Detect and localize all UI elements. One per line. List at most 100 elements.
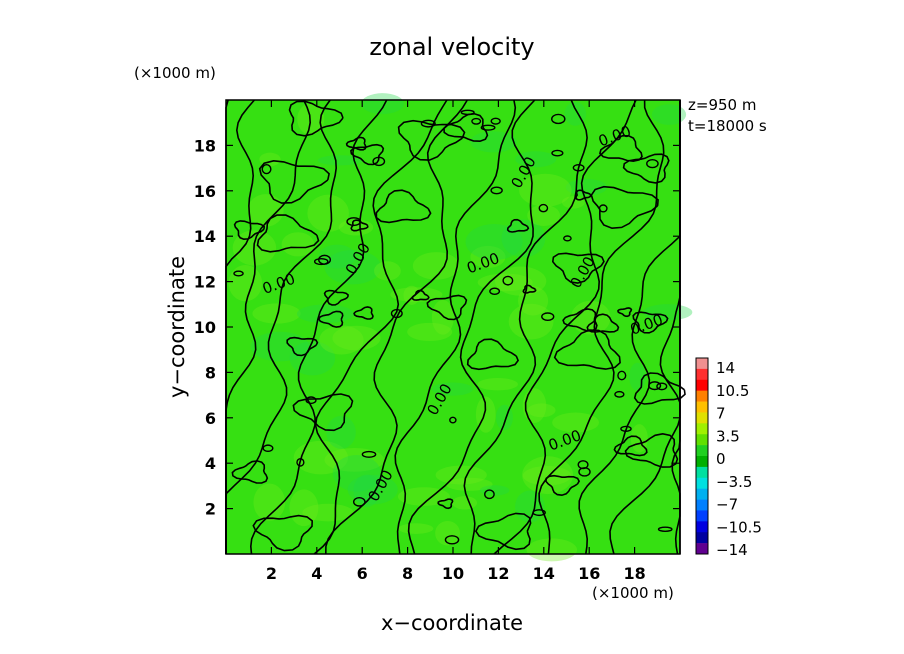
x-tick-label: 16 — [578, 564, 600, 583]
contour-line — [313, 99, 448, 555]
contour-line — [613, 435, 648, 457]
field-patch — [296, 304, 354, 324]
contour-line — [624, 432, 679, 468]
contour-line — [292, 393, 354, 432]
contour-loop — [646, 158, 659, 169]
field-patch — [332, 325, 381, 351]
x-tick-label: 18 — [623, 564, 645, 583]
contour-line — [252, 514, 314, 552]
colorbar-swatch — [696, 445, 708, 457]
contour-line — [553, 329, 621, 370]
field-patch — [527, 403, 556, 418]
contour-loop — [313, 257, 329, 266]
x-axis: 2 4 6 8 10 12 14 16 18 — [266, 100, 646, 583]
colorbar-swatch — [696, 543, 708, 555]
contour-line — [506, 218, 530, 233]
contour-line — [474, 512, 532, 551]
colorbar-swatch — [696, 401, 708, 413]
field-patch — [527, 204, 561, 226]
field-patch — [522, 388, 547, 423]
field-patch — [477, 273, 533, 292]
colorbar-label: −3.5 — [716, 473, 752, 491]
contour-loop — [614, 390, 625, 398]
field-patch — [522, 456, 574, 495]
contour-line — [632, 311, 669, 334]
contour-loop — [480, 124, 496, 131]
contour-line — [575, 189, 592, 201]
contour-line — [317, 310, 344, 328]
field-patch — [324, 249, 382, 285]
contour-line — [617, 307, 633, 318]
contour-loop — [656, 382, 668, 391]
contour-line — [545, 474, 581, 497]
contour-line — [437, 498, 454, 510]
contour-loop — [489, 287, 501, 295]
contour-line — [407, 99, 536, 555]
colorbar-frame — [695, 357, 709, 555]
field-patch — [332, 455, 381, 492]
contour-line — [466, 338, 520, 371]
field-patch — [431, 382, 473, 396]
colorbar-swatch — [696, 434, 708, 446]
colorbar-swatch — [696, 412, 708, 424]
contour-loop — [318, 254, 332, 265]
colorbar-label: 14 — [716, 359, 735, 377]
y-tick-label: 2 — [205, 500, 216, 519]
colorbar-swatch — [696, 499, 708, 511]
y-unit-label: (×1000 m) — [134, 64, 216, 82]
colorbar-swatch — [696, 423, 708, 435]
contour-loop — [420, 119, 436, 128]
y-tick-label: 14 — [194, 227, 216, 246]
contour-line — [350, 143, 385, 166]
contour-loop — [598, 204, 608, 213]
contour-loop — [541, 312, 555, 322]
contour-loop — [538, 203, 549, 213]
field-patch — [228, 265, 263, 302]
contour-loop — [352, 497, 366, 507]
field-patch — [324, 448, 385, 472]
contour-line — [522, 284, 537, 294]
chart-title: zonal velocity — [369, 33, 534, 61]
y-tick-label: 6 — [205, 409, 216, 428]
z-annotation: z=950 m — [688, 96, 756, 114]
y-tick-label: 18 — [194, 136, 216, 155]
field-patch — [250, 331, 310, 362]
contour-line — [463, 99, 588, 555]
contour-loop — [444, 535, 460, 545]
field-patch — [470, 245, 506, 269]
field-patch — [317, 155, 364, 166]
y-axis: 2 4 6 8 10 12 14 16 18 — [194, 136, 680, 519]
contour-line — [622, 153, 670, 184]
x-axis-label: x−coordinate — [381, 611, 523, 635]
field-patch — [570, 300, 611, 335]
contour-loop — [490, 117, 501, 125]
x-unit-label: (×1000 m) — [592, 584, 674, 602]
contour-line — [256, 214, 320, 253]
contour-loop — [261, 164, 272, 175]
field-patch — [445, 477, 493, 491]
colorbar-swatch — [696, 532, 708, 544]
colorbar-swatch — [696, 379, 708, 391]
field-patch — [479, 485, 510, 496]
field-patch — [435, 465, 487, 485]
field-patch — [522, 465, 572, 486]
contour-line — [397, 119, 466, 161]
y-tick-label: 8 — [205, 363, 216, 382]
colorbar-label: 7 — [716, 405, 726, 423]
colorbar-swatch — [696, 368, 708, 381]
contour-loop — [490, 186, 503, 195]
contour-line — [493, 99, 637, 555]
colorbar-label: 10.5 — [716, 382, 749, 400]
contour-loop — [460, 109, 475, 116]
field-patch — [407, 322, 453, 342]
contour-loop — [657, 526, 673, 532]
contour-loop — [502, 275, 514, 286]
field-patch — [526, 538, 578, 562]
contour-line — [394, 99, 517, 555]
field-patch — [398, 523, 434, 534]
colorbar-swatch — [696, 521, 708, 533]
contour-loop — [390, 308, 403, 319]
contour-line — [551, 252, 605, 284]
contour-line — [288, 100, 344, 137]
